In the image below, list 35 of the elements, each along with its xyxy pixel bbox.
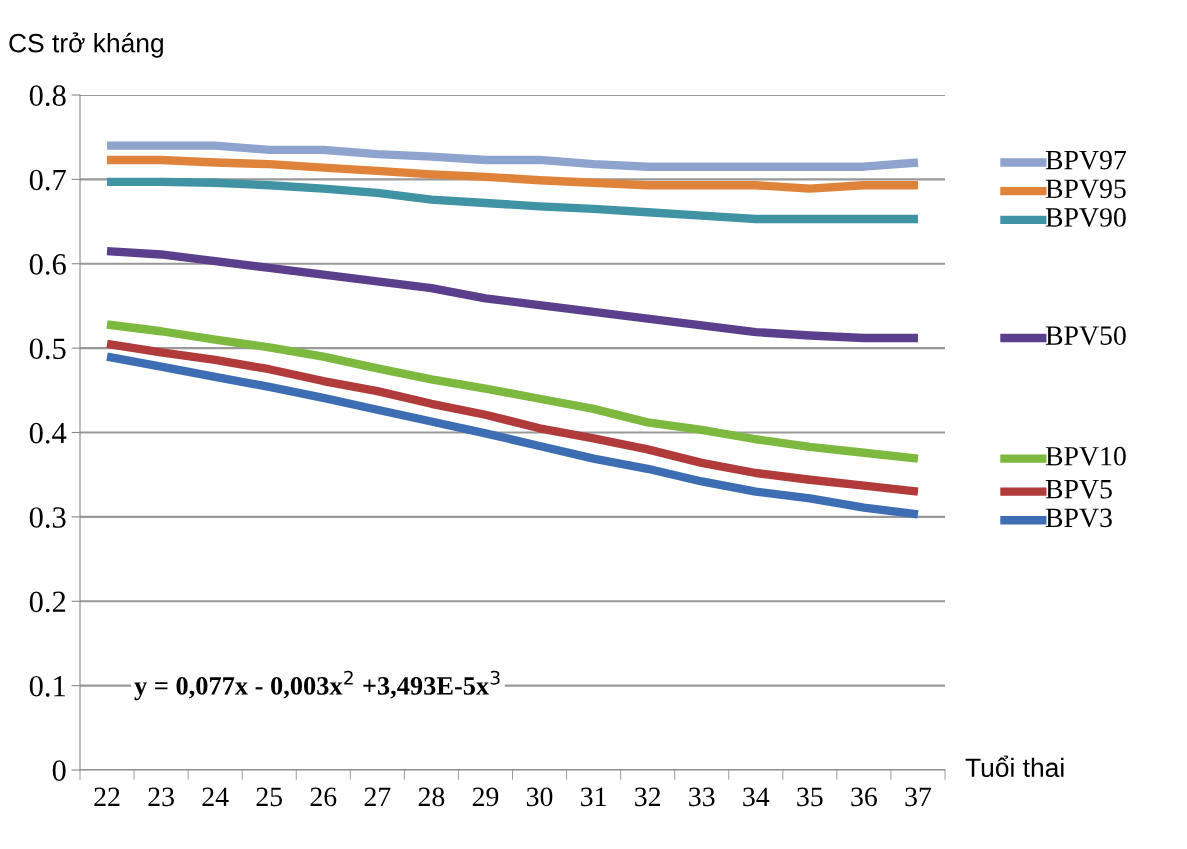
x-tick-label: 34	[743, 787, 770, 807]
legend-label: BPV95	[1045, 179, 1126, 199]
legend-label: BPV97	[1045, 150, 1127, 170]
annotation: y = 0,077x - 0,003x$^{2}$ +3,493E-5x$^{3}$	[134, 670, 500, 701]
x-tick-label: 33	[689, 787, 715, 807]
y-tick-label: 0.6	[29, 254, 66, 275]
y-tick-label: 0.1	[29, 675, 65, 697]
y-tick-label: 0.4	[29, 422, 67, 444]
x-tick-label: 32	[635, 787, 661, 807]
legend-label: BPV10	[1045, 446, 1126, 466]
y-tick-label: 0.2	[29, 591, 66, 613]
y-tick-label: 0	[52, 760, 66, 781]
x-tick-label: 25	[256, 787, 283, 807]
x-tick-label: 37	[905, 787, 932, 807]
x-tick-label: 31	[581, 787, 606, 807]
x-tick-label: 24	[202, 787, 229, 806]
legend-label: BPV3	[1045, 508, 1112, 528]
x-tick-label: 28	[418, 787, 445, 807]
x-tick-label: 30	[526, 787, 553, 807]
x-tick-label: 36	[851, 787, 877, 807]
legend-label: BPV90	[1045, 208, 1126, 227]
legend-label: BPV5	[1045, 480, 1112, 499]
y-tick-label: 0.3	[29, 507, 66, 528]
x-axis-title: Tuổi thai	[965, 755, 1064, 778]
x-tick-label: 35	[797, 787, 823, 807]
y-tick-label: 0.7	[29, 169, 66, 191]
x-tick-label: 22	[94, 787, 120, 806]
y-tick-label: 0.8	[29, 85, 66, 107]
x-tick-label: 29	[472, 787, 499, 807]
y-axis-title: CS trở kháng	[9, 32, 163, 58]
x-tick-label: 26	[310, 787, 337, 807]
y-tick-label: 0.5	[29, 338, 66, 360]
x-tick-label: 23	[148, 787, 174, 807]
x-tick-label: 27	[364, 787, 391, 806]
legend-label: BPV50	[1045, 326, 1126, 346]
